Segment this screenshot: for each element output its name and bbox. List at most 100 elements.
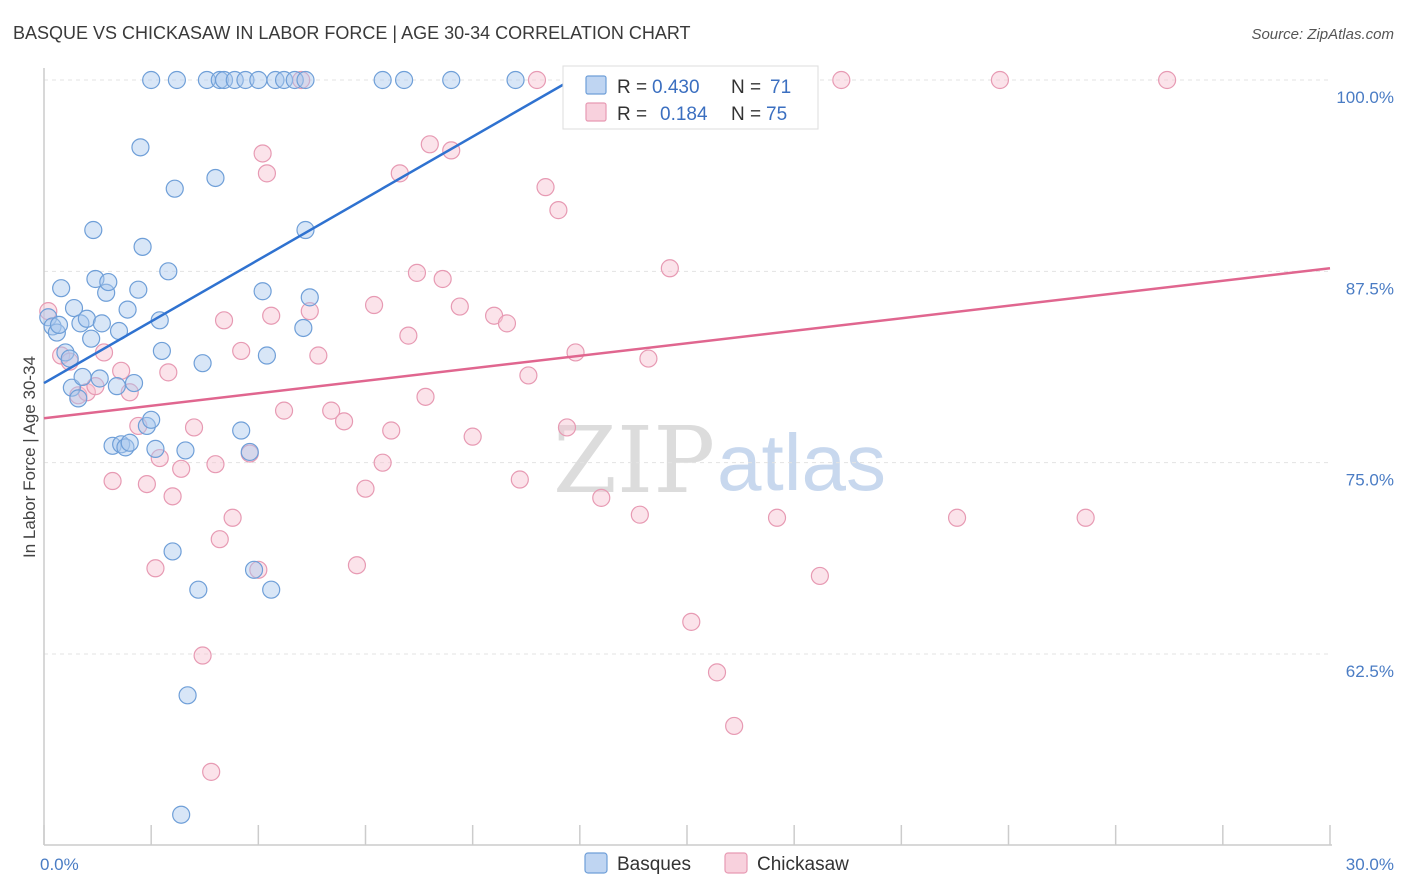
basques-point-42 xyxy=(176,441,195,460)
series-legend-swatch-basques xyxy=(584,852,608,874)
legend-n-value-basques: 71 xyxy=(770,77,791,98)
basques-trend-line xyxy=(43,78,572,385)
x-tick-label-1: 30.0% xyxy=(1346,855,1394,874)
basques-point-49 xyxy=(214,70,234,90)
basques-point-17 xyxy=(92,314,111,333)
watermark-zip: ZIP xyxy=(553,407,715,514)
basques-point-29 xyxy=(131,138,150,157)
chickasaw-point-51 xyxy=(497,314,517,333)
chickasaw-point-57 xyxy=(557,418,577,437)
basques-point-21 xyxy=(107,377,126,396)
chickasaw-point-36 xyxy=(347,556,367,575)
basques-point-44 xyxy=(189,580,208,599)
basques-point-13 xyxy=(82,329,101,348)
y-axis-label: In Labor Force | Age 30-34 xyxy=(20,356,39,558)
y-tick-label-1: 87.5% xyxy=(1346,279,1394,298)
chickasaw-point-37 xyxy=(356,479,375,498)
x-tick-marks xyxy=(43,825,1331,845)
chickasaw-point-33 xyxy=(309,346,328,365)
basques-point-3 xyxy=(49,315,69,335)
basques-point-57 xyxy=(257,346,277,365)
basques-point-65 xyxy=(300,288,319,307)
chickasaw-point-55 xyxy=(536,178,555,197)
chickasaw-point-35 xyxy=(334,412,354,431)
basques-point-68 xyxy=(442,70,461,90)
series-legend-swatch-chickasaw xyxy=(724,852,748,874)
chickasaw-point-32 xyxy=(300,302,319,321)
basques-point-38 xyxy=(163,542,182,561)
trend-lines xyxy=(43,78,1331,420)
basques-point-47 xyxy=(206,168,225,188)
basques-point-50 xyxy=(225,70,244,90)
basques-point-43 xyxy=(178,686,197,705)
basques-point-39 xyxy=(165,179,184,198)
y-tick-label-0: 100.0% xyxy=(1336,88,1394,107)
chickasaw-point-75 xyxy=(1158,70,1177,90)
chickasaw-point-44 xyxy=(416,387,435,406)
basques-point-56 xyxy=(253,282,272,301)
basques-point-55 xyxy=(249,70,268,90)
chickasaw-point-73 xyxy=(990,70,1010,90)
legend-r-value-chickasaw: 0.184 xyxy=(660,104,708,125)
grid-lines xyxy=(44,79,1330,655)
chickasaw-point-64 xyxy=(660,259,679,278)
chickasaw-trend-line xyxy=(43,267,1331,420)
basques-point-28 xyxy=(129,280,148,299)
basques-point-41 xyxy=(172,805,191,824)
basques-point-40 xyxy=(167,70,186,90)
basques-point-51 xyxy=(232,421,251,440)
basques-point-34 xyxy=(146,439,165,458)
series-legend-label-basques: Basques xyxy=(617,854,691,875)
chickasaw-point-21 xyxy=(210,530,229,549)
basques-point-11 xyxy=(73,367,92,387)
basques-point-25 xyxy=(118,300,137,319)
chickasaw-point-11 xyxy=(137,474,156,494)
chickasaw-point-39 xyxy=(373,453,392,472)
chickasaw-point-34 xyxy=(322,401,341,420)
basques-point-61 xyxy=(285,70,304,90)
chickasaw-point-16 xyxy=(172,459,191,478)
basques-point-52 xyxy=(236,70,255,90)
basques-point-30 xyxy=(133,237,152,256)
chickasaw-point-23 xyxy=(223,508,242,527)
basques-point-67 xyxy=(394,70,414,90)
chickasaw-point-54 xyxy=(527,70,547,90)
legend-r-label-chickasaw: R = xyxy=(617,104,647,125)
chickasaw-point-56 xyxy=(549,201,568,220)
basques-point-62 xyxy=(294,318,313,338)
basques-point-63 xyxy=(296,70,315,90)
chickasaw-point-59 xyxy=(566,343,585,362)
chickasaw-point-20 xyxy=(206,455,225,474)
chickasaw-point-46 xyxy=(433,269,452,289)
legend-n-label-chickasaw: N = xyxy=(731,104,761,125)
chickasaw-point-70 xyxy=(810,566,829,586)
basques-point-9 xyxy=(69,389,88,408)
chickasaw-point-53 xyxy=(519,366,538,385)
y-tick-label-3: 62.5% xyxy=(1346,662,1394,681)
basques-point-26 xyxy=(120,433,139,452)
chickasaw-point-29 xyxy=(262,306,281,325)
y-tick-label-2: 75.0% xyxy=(1346,471,1394,490)
basques-point-45 xyxy=(193,354,212,373)
legend-r-value-basques: 0.430 xyxy=(652,77,700,98)
chickasaw-point-72 xyxy=(947,508,967,527)
chickasaw-point-43 xyxy=(407,263,427,282)
chickasaw-point-8 xyxy=(112,361,131,380)
chickasaw-point-7 xyxy=(103,471,122,491)
basques-point-10 xyxy=(71,314,90,333)
watermark-atlas: atlas xyxy=(717,418,886,507)
chickasaw-point-30 xyxy=(274,401,294,420)
chart-title: BASQUE VS CHICKASAW IN LABOR FORCE | AGE… xyxy=(13,23,691,43)
chickasaw-point-71 xyxy=(832,70,851,90)
series-legend: Basques Chickasaw xyxy=(584,852,849,875)
basques-point-7 xyxy=(62,378,81,397)
chickasaw-point-13 xyxy=(150,448,169,468)
basques-point-66 xyxy=(373,70,392,90)
basques-point-58 xyxy=(262,580,281,599)
chickasaw-point-40 xyxy=(382,421,401,440)
chickasaw-point-52 xyxy=(510,470,529,489)
basques-point-37 xyxy=(159,262,178,281)
chart-source: Source: ZipAtlas.com xyxy=(1251,26,1394,43)
chickasaw-point-24 xyxy=(232,341,251,361)
